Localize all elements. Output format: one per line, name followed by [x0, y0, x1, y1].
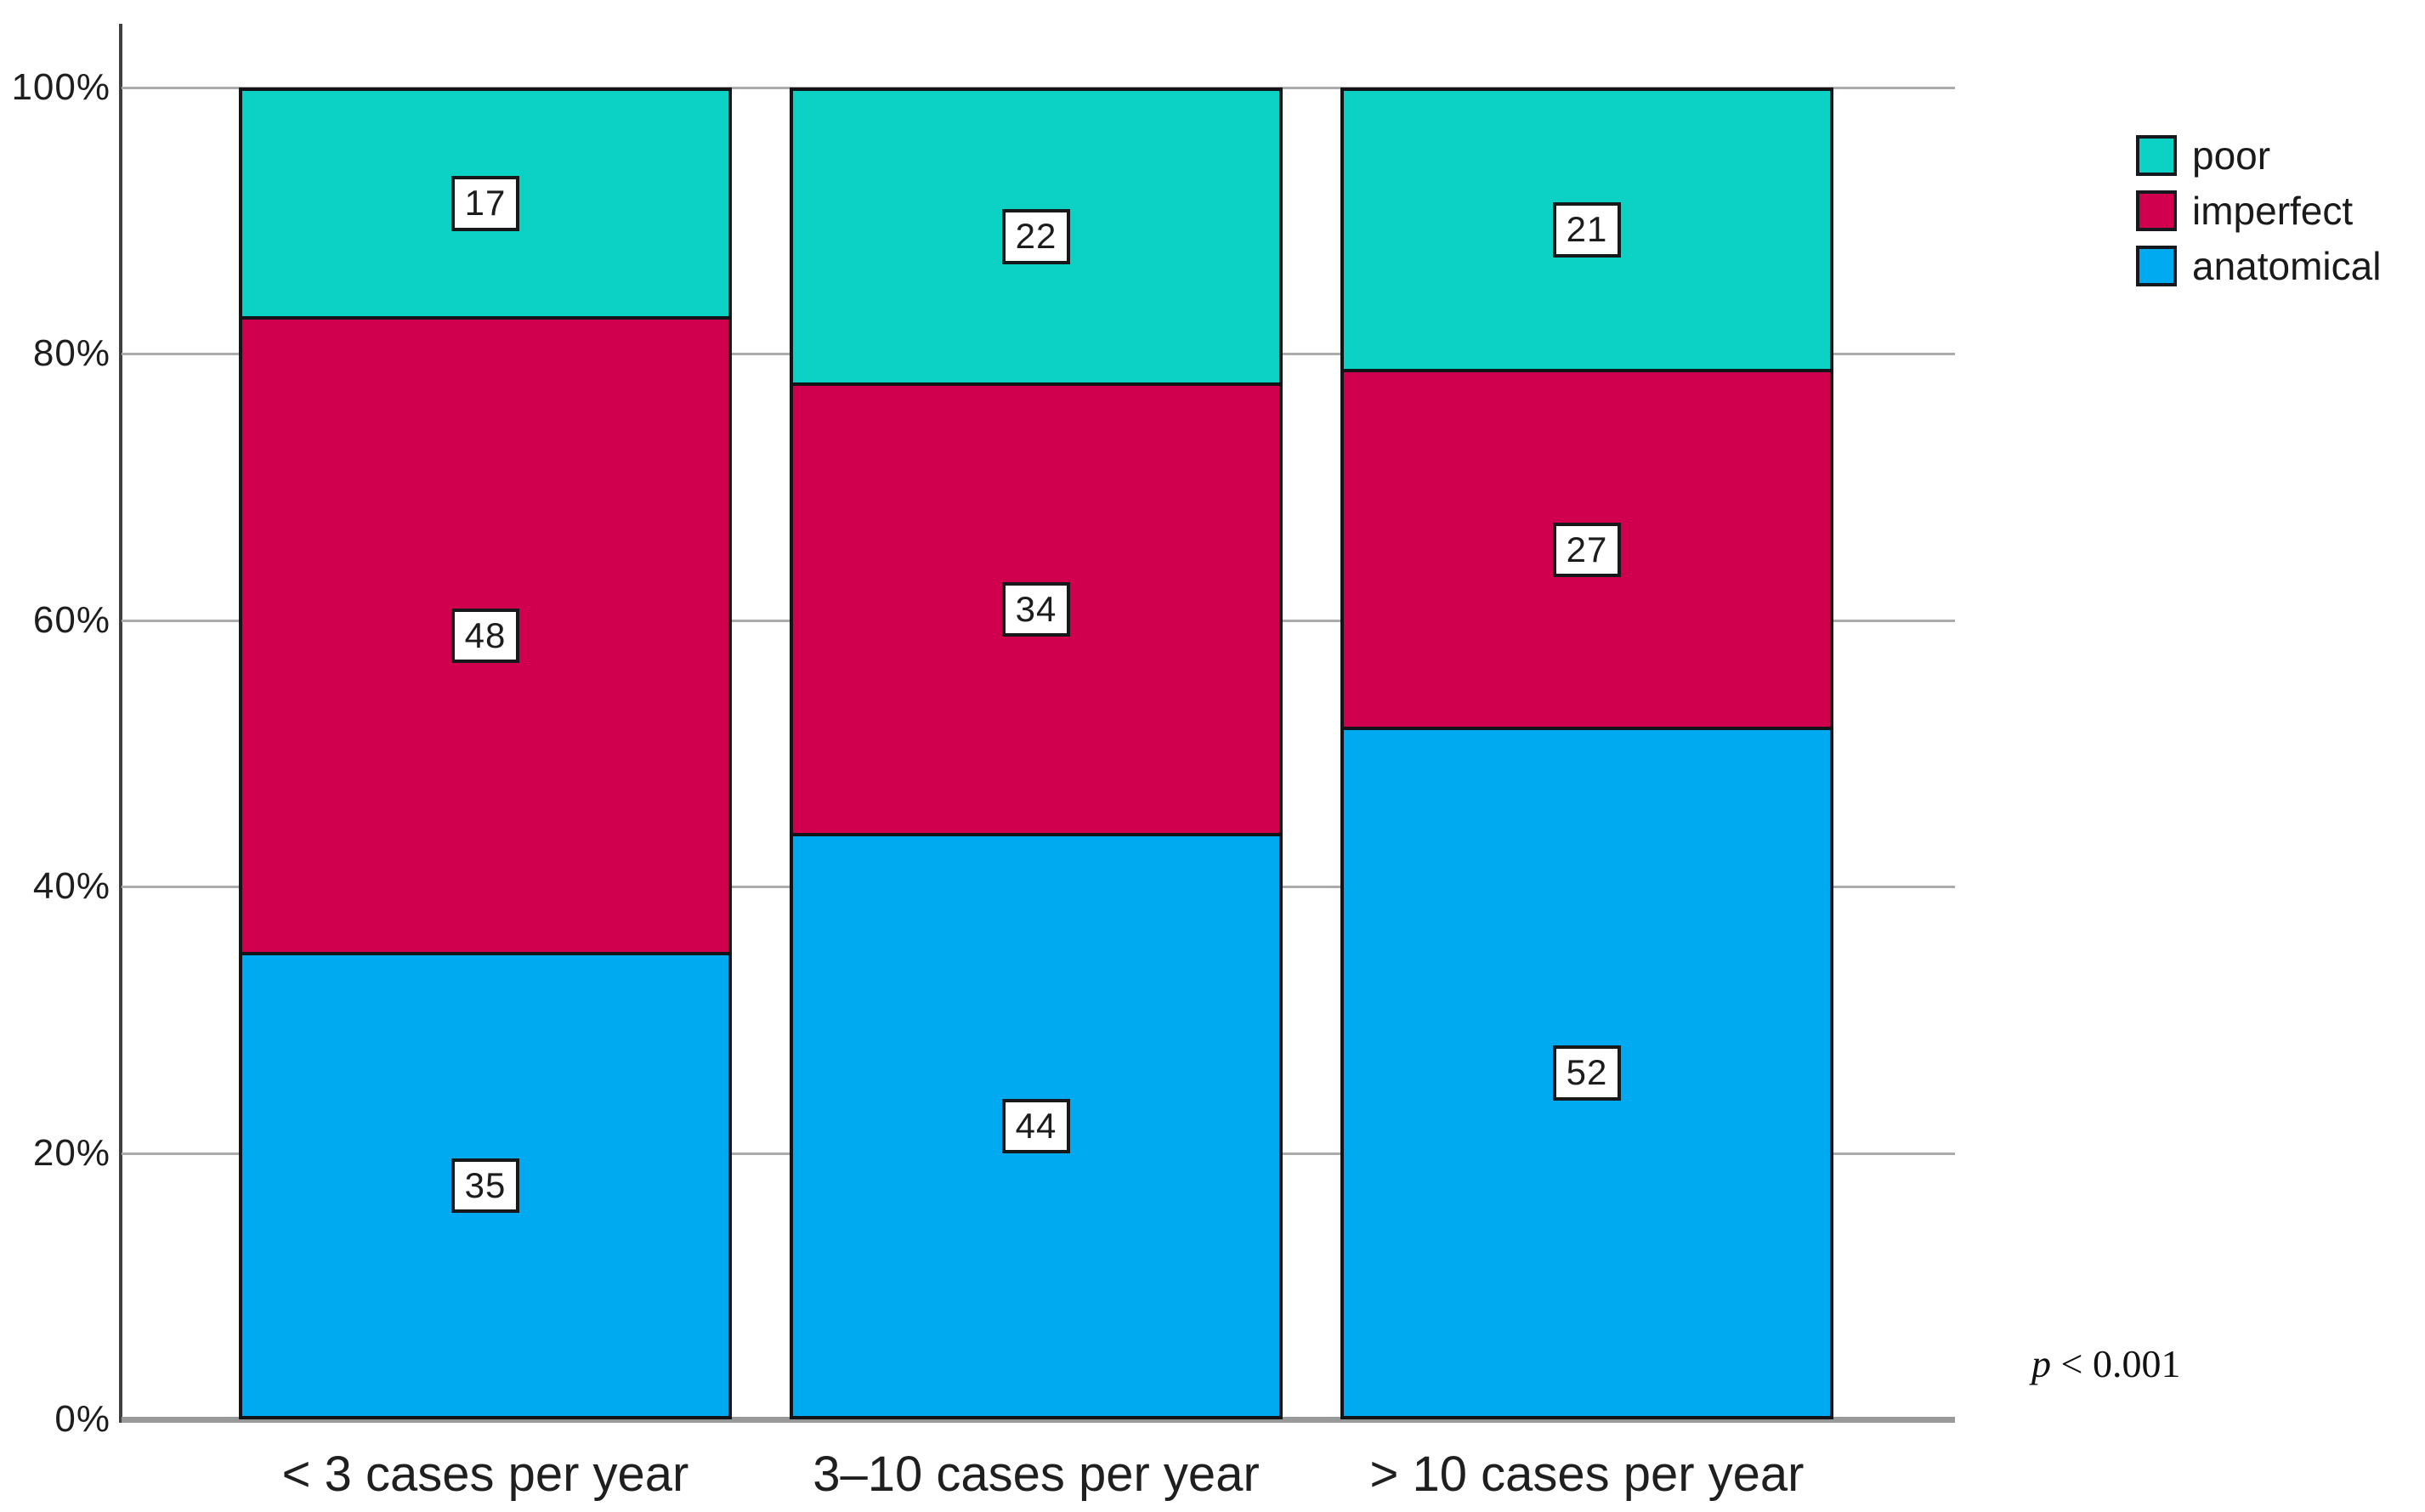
legend-label: anatomical [2192, 243, 2382, 288]
legend-item-poor: poor [2136, 127, 2381, 183]
x-axis-label-3: > 10 cases per year [1369, 1447, 1805, 1502]
value-label: 48 [450, 608, 520, 664]
legend-swatch-anatomical [2136, 245, 2177, 286]
bar-segment-poor: 21 [1344, 91, 1830, 370]
y-axis-line [119, 24, 122, 1423]
value-label: 22 [1001, 209, 1071, 264]
bar-segment-anatomical: 44 [793, 833, 1279, 1416]
legend-item-imperfect: imperfect [2136, 183, 2381, 238]
bar-segment-imperfect: 27 [1344, 369, 1830, 728]
bar-segment-imperfect: 48 [242, 316, 728, 953]
legend-swatch-imperfect [2136, 190, 2177, 231]
y-tick-label-60: 60% [32, 598, 110, 641]
value-label: 27 [1552, 522, 1622, 578]
p-value-annotation: p < 0.001 [2031, 1341, 2180, 1386]
x-axis-line [122, 1417, 1955, 1423]
value-label: 35 [450, 1158, 520, 1214]
x-axis-label-2: 3–10 cases per year [813, 1447, 1260, 1502]
bar-category-2: 22 34 44 [790, 88, 1283, 1419]
bar-segment-poor: 22 [793, 91, 1279, 382]
bar-segment-imperfect: 34 [793, 382, 1279, 834]
y-tick-label-80: 80% [32, 332, 110, 375]
value-label: 44 [1001, 1098, 1071, 1154]
legend-label: poor [2192, 133, 2271, 178]
bar-segment-anatomical: 35 [242, 952, 728, 1416]
y-tick-label-100: 100% [11, 66, 110, 108]
p-value-text: < 0.001 [2051, 1342, 2181, 1385]
bar-segment-anatomical: 52 [1344, 727, 1830, 1416]
value-label: 21 [1552, 202, 1622, 258]
y-tick-label-40: 40% [32, 865, 110, 908]
p-variable: p [2031, 1342, 2051, 1385]
legend: poor imperfect anatomical [2136, 127, 2381, 293]
bar-category-3: 21 27 52 [1340, 88, 1833, 1419]
y-tick-label-20: 20% [32, 1131, 110, 1174]
value-label: 17 [450, 176, 520, 231]
legend-swatch-poor [2136, 134, 2177, 176]
bar-category-1: 17 48 35 [239, 88, 732, 1419]
legend-label: imperfect [2192, 188, 2354, 233]
legend-item-anatomical: anatomical [2136, 238, 2381, 293]
bar-segment-poor: 17 [242, 91, 728, 317]
y-tick-label-0: 0% [54, 1398, 110, 1440]
x-axis-label-1: < 3 cases per year [281, 1447, 689, 1502]
value-label: 34 [1001, 581, 1071, 637]
value-label: 52 [1552, 1045, 1622, 1101]
